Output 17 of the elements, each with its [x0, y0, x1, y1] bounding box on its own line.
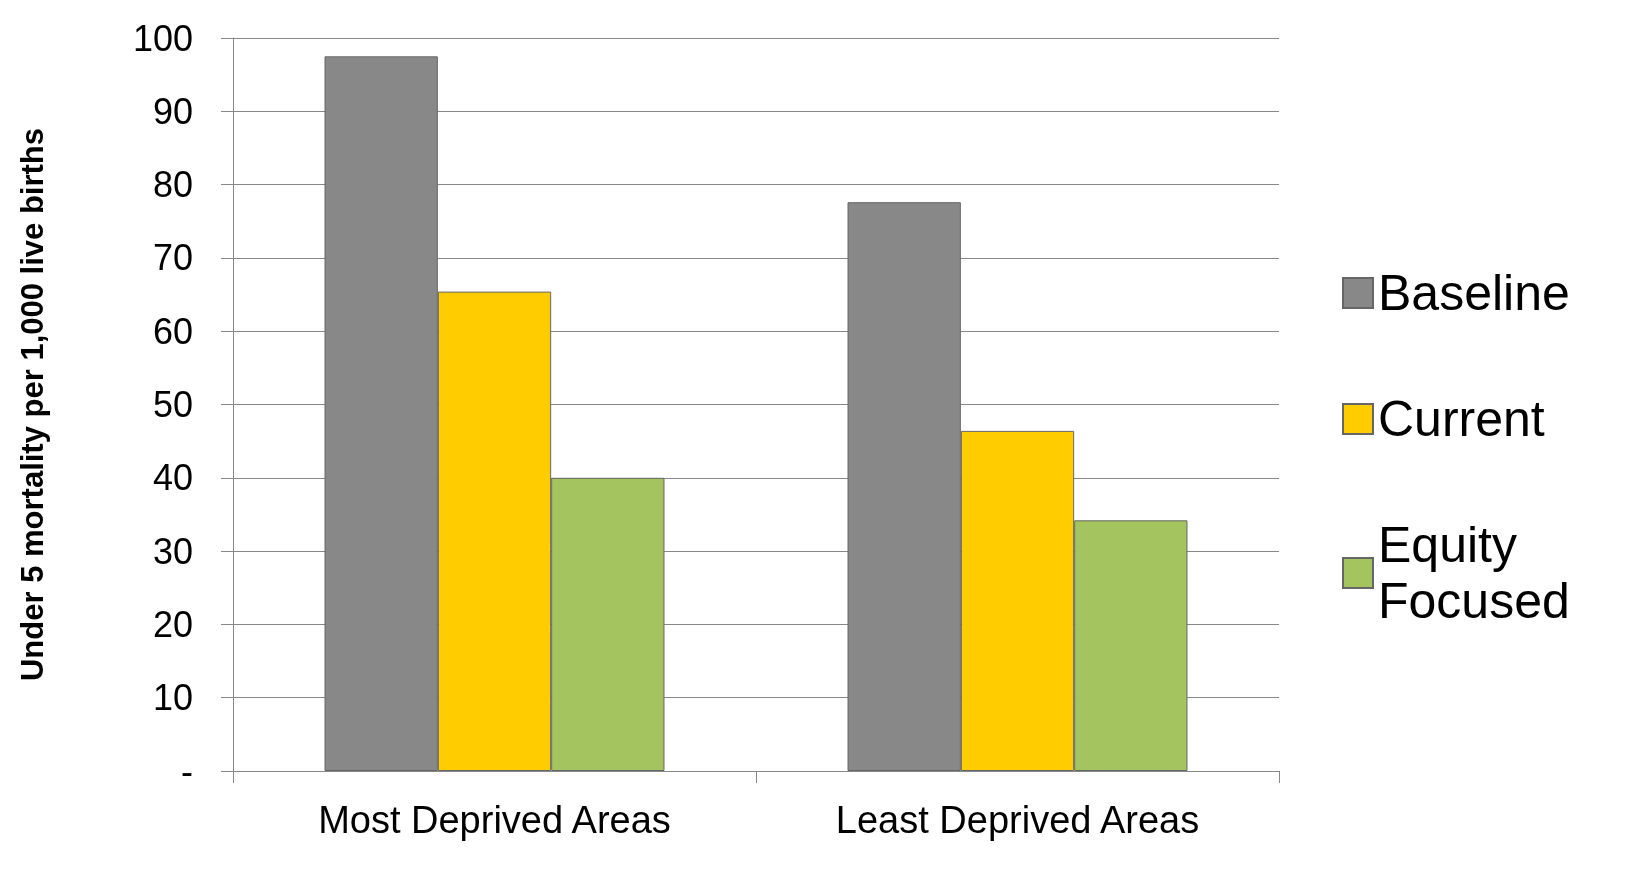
y-tick-label: 20 [152, 603, 193, 645]
y-tick-label: 90 [152, 90, 193, 132]
y-tick-label: 60 [152, 310, 193, 352]
y-tick-label: 80 [152, 164, 193, 206]
x-tick-label: Most Deprived Areas [318, 799, 671, 841]
legend-label: Equity Focused [1378, 517, 1570, 629]
y-tick-label: 50 [152, 384, 193, 425]
y-axis-title: Under 5 mortality per 1,000 live births [15, 127, 50, 682]
y-tick-label: 40 [152, 457, 193, 499]
x-tick-label: Least Deprived Areas [835, 799, 1200, 841]
y-tick-label: 10 [152, 677, 193, 719]
legend-label: Baseline [1378, 265, 1570, 321]
legend-label: Current [1378, 391, 1545, 447]
y-tick-label: 30 [152, 530, 193, 572]
y-tick-label: 70 [152, 237, 193, 279]
y-tick-label: - [181, 750, 193, 792]
y-tick-label: 100 [132, 17, 193, 59]
